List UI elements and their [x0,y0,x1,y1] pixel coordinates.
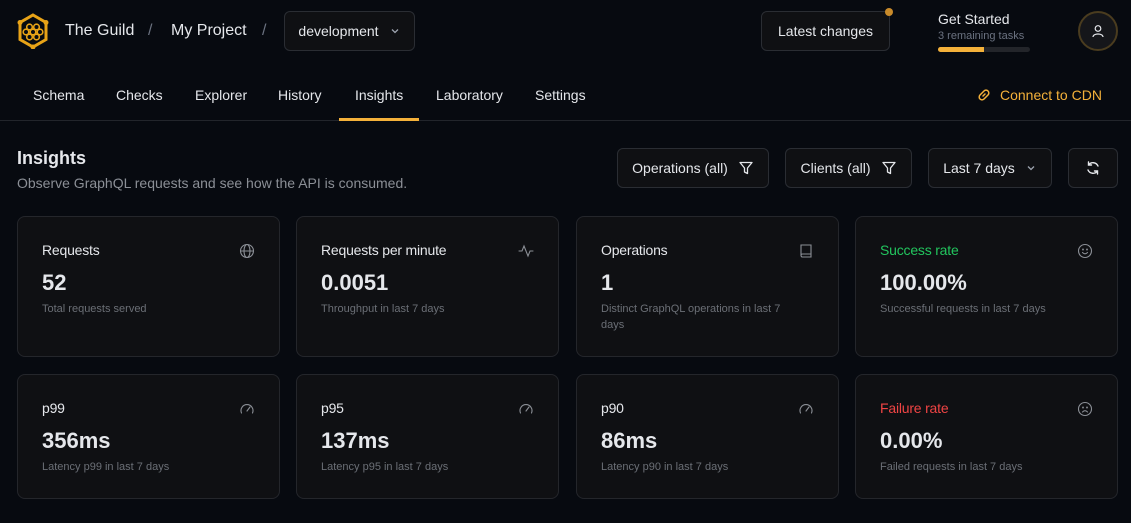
metric-card: Operations 1 Distinct GraphQL operations… [576,216,839,357]
metric-value: 1 [601,270,614,295]
link-icon [978,89,990,101]
tab-history[interactable]: History [278,87,322,103]
tab-explorer[interactable]: Explorer [195,87,248,103]
refresh-icon [1087,161,1099,175]
tab-laboratory[interactable]: Laboratory [436,87,503,103]
chevron-down-icon [1027,166,1035,171]
target-label: development [298,23,379,39]
metric-value: 100.00% [880,270,967,295]
metric-description: Latency p95 in last 7 days [321,461,449,473]
get-started-widget[interactable]: Get Started 3 remaining tasks [938,11,1033,52]
user-icon [1092,25,1104,38]
metric-title: p95 [321,400,344,416]
latest-changes-button[interactable]: Latest changes [761,11,890,51]
gauge-icon [519,404,533,414]
breadcrumb-separator: / [262,22,267,39]
metric-value: 0.0051 [321,270,389,295]
operations-filter-button[interactable]: Operations (all) [617,148,769,188]
breadcrumb-project[interactable]: My Project [171,22,247,39]
tab-settings[interactable]: Settings [535,87,586,103]
metric-title: Operations [601,242,668,258]
breadcrumb-org[interactable]: The Guild [65,22,135,39]
latest-changes-label: Latest changes [778,23,873,39]
metric-description: Latency p90 in last 7 days [601,461,729,473]
metric-value: 52 [42,270,67,295]
metric-card: p90 86ms Latency p90 in last 7 days [576,374,839,499]
metric-card: Success rate 100.00% Successful requests… [855,216,1118,357]
target-selector[interactable]: development [284,11,415,51]
metric-card: p99 356ms Latency p99 in last 7 days [17,374,280,499]
metric-title: Success rate [880,242,959,258]
project-tabs: Schema Checks Explorer History Insights … [0,70,1131,121]
metric-card: Requests per minute 0.0051 Throughput in… [296,216,559,357]
metric-description: Throughput in last 7 days [321,303,445,315]
clients-filter-label: Clients (all) [800,160,871,176]
date-range-label: Last 7 days [943,160,1015,176]
frown-icon [1077,401,1093,417]
metric-description: Failed requests in last 7 days [880,461,1023,473]
chevron-down-icon [391,29,399,34]
get-started-progress [938,47,1030,52]
metric-description: Distinct GraphQL operations in last 7 da… [601,303,781,331]
metric-title: p99 [42,400,65,416]
metric-title: Failure rate [880,400,949,416]
breadcrumb-separator: / [148,22,153,39]
gauge-icon [799,404,813,414]
clients-filter-button[interactable]: Clients (all) [785,148,912,188]
metric-value: 0.00% [880,428,943,453]
the-guild-logo[interactable] [16,13,50,49]
metric-value: 86ms [601,428,658,453]
filter-icon [881,161,896,175]
refresh-button[interactable] [1068,148,1118,188]
tab-checks[interactable]: Checks [116,87,163,103]
gauge-icon [240,404,254,414]
page-title: Insights [17,148,87,168]
metric-description: Total requests served [42,303,147,315]
operations-filter-label: Operations (all) [632,160,728,176]
user-avatar-button[interactable] [1078,11,1118,51]
connect-cdn-button[interactable]: Connect to CDN [976,87,1102,103]
metric-card: Requests 52 Total requests served [17,216,280,357]
tab-schema[interactable]: Schema [33,87,85,103]
metric-description: Latency p99 in last 7 days [42,461,170,473]
metric-value: 137ms [321,428,390,453]
metric-title: Requests per minute [321,242,447,258]
page-subtitle: Observe GraphQL requests and see how the… [17,175,408,191]
metric-value: 356ms [42,428,111,453]
get-started-subtitle: 3 remaining tasks [938,30,1025,42]
filter-icon [739,161,753,175]
tab-insights[interactable]: Insights [338,87,420,121]
metric-card: p95 137ms Latency p95 in last 7 days [296,374,559,499]
book-icon [800,244,812,258]
notification-dot [885,8,893,16]
smile-icon [1077,243,1093,259]
date-range-select[interactable]: Last 7 days [928,148,1052,188]
metric-description: Successful requests in last 7 days [880,303,1046,315]
activity-icon [518,244,534,258]
metric-title: p90 [601,400,624,416]
get-started-title: Get Started [938,11,1010,27]
metric-title: Requests [42,242,100,258]
metric-card: Failure rate 0.00% Failed requests in la… [855,374,1118,499]
globe-icon [239,243,255,259]
connect-cdn-label: Connect to CDN [1000,87,1102,103]
